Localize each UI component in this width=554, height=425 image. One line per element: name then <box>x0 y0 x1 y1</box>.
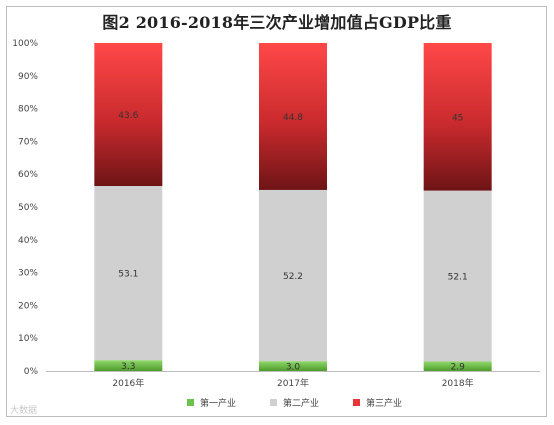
bar-segment-tertiary <box>259 43 327 190</box>
legend-item-tertiary: 第三产业 <box>353 396 402 409</box>
bar-segment-secondary <box>423 190 492 362</box>
y-tick-label: 30% <box>18 269 38 279</box>
x-tick-label: 2017年 <box>277 377 309 389</box>
data-label: 53.1 <box>118 270 138 280</box>
data-label: 52.2 <box>283 272 303 282</box>
data-label: 43.6 <box>118 111 138 121</box>
legend-label-tertiary: 第三产业 <box>366 399 403 409</box>
watermark: 大数据 <box>10 406 38 416</box>
bar-segment-primary <box>423 361 492 371</box>
legend-item-primary: 第一产业 <box>187 396 236 409</box>
x-tick-label: 2018年 <box>442 377 474 389</box>
legend-swatch-secondary <box>270 399 277 406</box>
y-tick-label: 80% <box>18 105 38 115</box>
data-label: 52.1 <box>448 273 468 283</box>
legend-swatch-tertiary <box>353 399 360 406</box>
y-tick-label: 60% <box>18 170 38 180</box>
legend-label-secondary: 第二产业 <box>283 399 320 409</box>
y-tick-label: 90% <box>18 72 38 82</box>
legend-item-secondary: 第二产业 <box>270 396 319 409</box>
data-label: 2.9 <box>451 363 466 373</box>
data-label: 3.0 <box>286 363 301 373</box>
bar-segment-primary <box>94 360 163 371</box>
y-tick-label: 50% <box>18 203 38 213</box>
legend-swatch-primary <box>187 399 194 406</box>
bar-segment-tertiary <box>94 43 163 187</box>
data-label: 45 <box>452 113 463 123</box>
chart-title: 图2 2016-2018年三次产业增加值占GDP比重 <box>102 13 452 32</box>
data-label: 3.3 <box>121 362 135 372</box>
legend-label-primary: 第一产业 <box>200 399 237 409</box>
y-tick-label: 70% <box>18 137 38 147</box>
bar-segment-secondary <box>259 189 327 362</box>
y-tick-label: 0% <box>24 367 39 377</box>
y-tick-label: 10% <box>18 334 38 344</box>
bar-segment-secondary <box>94 186 163 361</box>
bar-segment-tertiary <box>423 43 492 191</box>
x-tick-label: 2016年 <box>112 377 144 389</box>
y-tick-label: 40% <box>18 236 38 246</box>
bar-segment-primary <box>259 361 327 371</box>
legend: 第一产业 第二产业 第三产业 <box>0 396 554 410</box>
y-tick-label: 100% <box>12 39 38 49</box>
data-label: 44.8 <box>283 113 303 123</box>
y-tick-label: 20% <box>18 301 38 311</box>
